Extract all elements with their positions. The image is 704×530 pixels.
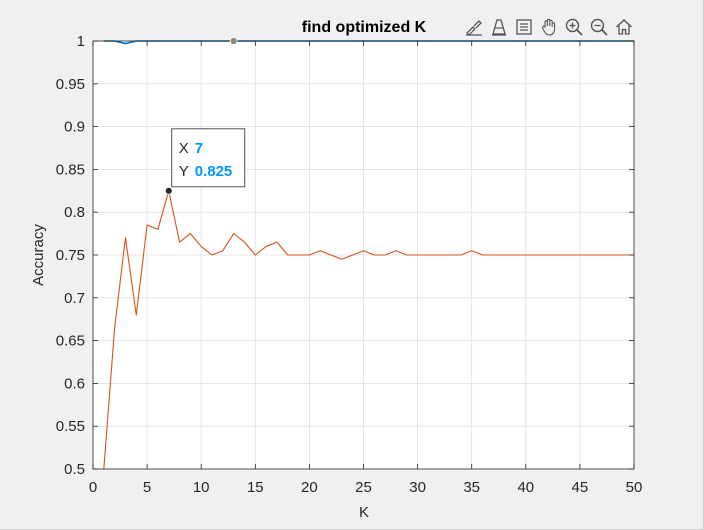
y-tick-label: 0.85 <box>56 161 85 178</box>
x-tick-label: 45 <box>572 479 589 496</box>
x-tick-label: 10 <box>193 479 210 496</box>
y-axis-label: Accuracy <box>30 224 47 286</box>
y-tick-label: 1 <box>77 33 85 50</box>
x-tick-label: 50 <box>626 479 643 496</box>
x-tick-label: 25 <box>355 479 372 496</box>
y-tick-label: 0.55 <box>56 418 85 435</box>
x-tick-label: 5 <box>143 479 151 496</box>
tick-marks <box>92 40 635 470</box>
y-tick-labels: 0.5 0.55 0.6 0.65 0.7 0.75 0.8 0.85 0.9 0.95 1 <box>56 33 85 478</box>
datatip-x-value: 7 <box>195 140 203 157</box>
zoom-out-icon[interactable] <box>587 15 611 39</box>
zoom-in-icon[interactable] <box>562 15 586 39</box>
datatip-x-label: X <box>179 140 189 157</box>
home-icon[interactable] <box>612 15 636 39</box>
y-tick-label: 0.6 <box>64 375 85 392</box>
y-tick-label: 0.95 <box>56 76 85 93</box>
datatips-layer: X 7Y 0.825 <box>164 37 246 195</box>
brush-icon[interactable] <box>462 15 486 39</box>
series-line-2[interactable] <box>103 190 634 470</box>
x-tick-labels: 0 5 10 15 20 25 30 35 40 45 50 <box>89 479 643 496</box>
y-tick-label: 0.9 <box>64 119 85 136</box>
x-tick-label: 20 <box>301 479 318 496</box>
datatip-y-label: Y <box>179 163 189 180</box>
legend-icon[interactable] <box>512 15 536 39</box>
y-tick-label: 0.65 <box>56 333 85 350</box>
data-cursor-icon[interactable] <box>487 15 511 39</box>
datatip-marker-pinned[interactable] <box>229 37 238 45</box>
y-tick-label: 0.7 <box>64 290 85 307</box>
x-tick-label: 30 <box>409 479 426 496</box>
x-axis-label: K <box>359 504 369 521</box>
x-tick-label: 0 <box>89 479 97 496</box>
pan-icon[interactable] <box>537 15 561 39</box>
y-tick-label: 0.75 <box>56 247 85 264</box>
axes-toolbar <box>462 15 636 39</box>
y-tick-label: 0.5 <box>64 461 85 478</box>
datatip-box[interactable] <box>171 128 246 188</box>
x-tick-label: 15 <box>247 479 264 496</box>
datatip-y-value: 0.825 <box>195 163 233 180</box>
datatip-marker[interactable] <box>164 186 173 195</box>
x-tick-label: 40 <box>517 479 534 496</box>
chart-title: find optimized K <box>302 19 427 36</box>
y-tick-label: 0.8 <box>64 204 85 221</box>
x-tick-label: 35 <box>463 479 480 496</box>
